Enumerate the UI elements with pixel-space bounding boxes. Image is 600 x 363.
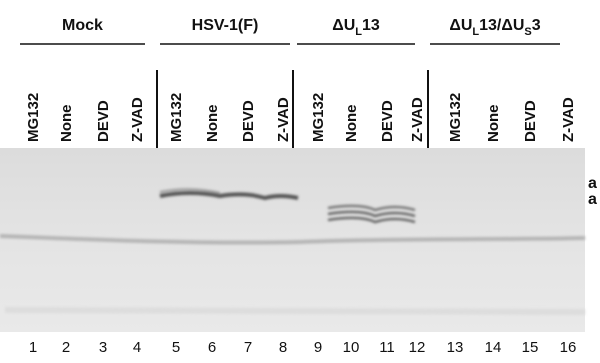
- label-part: ΔU: [332, 17, 355, 34]
- group-label: ΔUL13: [332, 17, 380, 38]
- lane-number: 13: [447, 339, 464, 356]
- lane-treatment: Z-VAD: [129, 97, 146, 142]
- lane-treatment: DEVD: [240, 100, 257, 142]
- lane-number: 14: [485, 339, 502, 356]
- label-part: 3: [532, 17, 541, 34]
- label-part: 13: [362, 17, 380, 34]
- group-label: HSV-1(F): [192, 17, 259, 34]
- lane-treatment: MG132: [168, 93, 185, 142]
- lane-treatment: MG132: [310, 93, 327, 142]
- lane-treatment: None: [485, 105, 502, 143]
- lane-treatment: Z-VAD: [409, 97, 426, 142]
- side-label: a: [588, 175, 597, 192]
- subscript: S: [524, 26, 531, 38]
- lane-number: 8: [279, 339, 287, 356]
- lane-treatment: Z-VAD: [560, 97, 577, 142]
- group-label: Mock: [62, 17, 103, 34]
- label-part: ΔU: [449, 17, 472, 34]
- side-label: a: [588, 191, 597, 208]
- label-part: Mock: [62, 17, 103, 34]
- lane-treatment: DEVD: [522, 100, 539, 142]
- lane-number: 10: [343, 339, 360, 356]
- label-part: HSV-1(F): [192, 17, 259, 34]
- lane-treatment: DEVD: [95, 100, 112, 142]
- lane-treatment: None: [343, 105, 360, 143]
- lane-number: 2: [62, 339, 70, 356]
- page: MockHSV-1(F)ΔUL13ΔUL13/ΔUS3MG1321None2DE…: [0, 0, 600, 363]
- lane-number: 7: [244, 339, 252, 356]
- label-part: 13/ΔU: [479, 17, 524, 34]
- lane-number: 1: [29, 339, 37, 356]
- lane-number: 15: [522, 339, 539, 356]
- lane-treatment: None: [204, 105, 221, 143]
- lane-treatment: Z-VAD: [275, 97, 292, 142]
- lane-number: 9: [314, 339, 322, 356]
- lane-treatment: None: [58, 105, 75, 143]
- lane-number: 12: [409, 339, 426, 356]
- lane-treatment: MG132: [447, 93, 464, 142]
- lane-treatment: DEVD: [379, 100, 396, 142]
- lane-number: 6: [208, 339, 216, 356]
- blot-figure: MockHSV-1(F)ΔUL13ΔUL13/ΔUS3MG1321None2DE…: [0, 0, 600, 358]
- lane-number: 11: [379, 339, 395, 356]
- lane-number: 5: [172, 339, 180, 356]
- lane-treatment: MG132: [25, 93, 42, 142]
- lane-number: 4: [133, 339, 141, 356]
- lane-number: 3: [99, 339, 107, 356]
- lane-number: 16: [560, 339, 577, 356]
- group-label: ΔUL13/ΔUS3: [449, 17, 540, 38]
